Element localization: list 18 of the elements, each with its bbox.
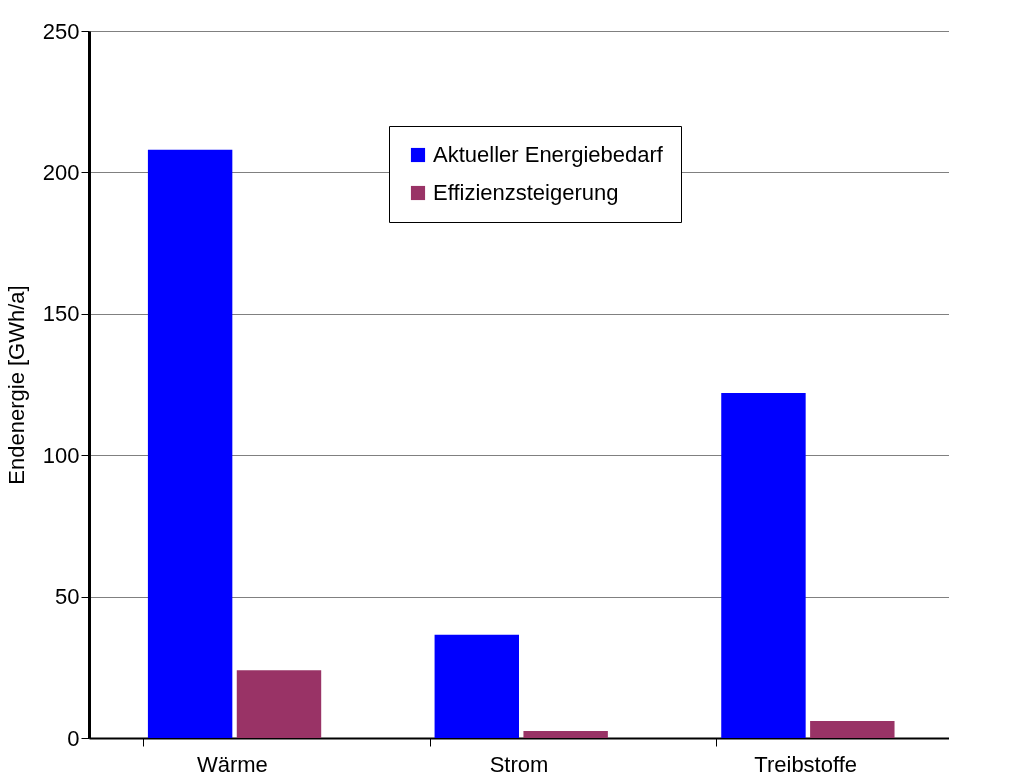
bar — [236, 670, 322, 738]
bar — [434, 634, 519, 738]
y-tick-label: 250 — [42, 18, 80, 44]
bar — [721, 392, 806, 738]
y-tick-label: 50 — [55, 584, 80, 610]
y-tick-label: 200 — [42, 159, 80, 185]
x-tick-label: Strom — [489, 751, 549, 777]
x-tick-label: Wärme — [196, 751, 268, 777]
legend-label: Aktueller Energiebedarf — [433, 142, 664, 167]
y-tick-label: 0 — [67, 725, 80, 751]
bar — [147, 149, 233, 738]
bar — [810, 721, 895, 738]
y-tick-label: 150 — [42, 301, 80, 327]
y-tick-label: 100 — [42, 442, 80, 468]
legend-label: Effizienzsteigerung — [433, 180, 619, 205]
x-tick-label: Treibstoffe — [754, 751, 858, 777]
y-axis-title: Endenergie [GWh/a] — [3, 285, 29, 485]
bar — [523, 730, 608, 738]
